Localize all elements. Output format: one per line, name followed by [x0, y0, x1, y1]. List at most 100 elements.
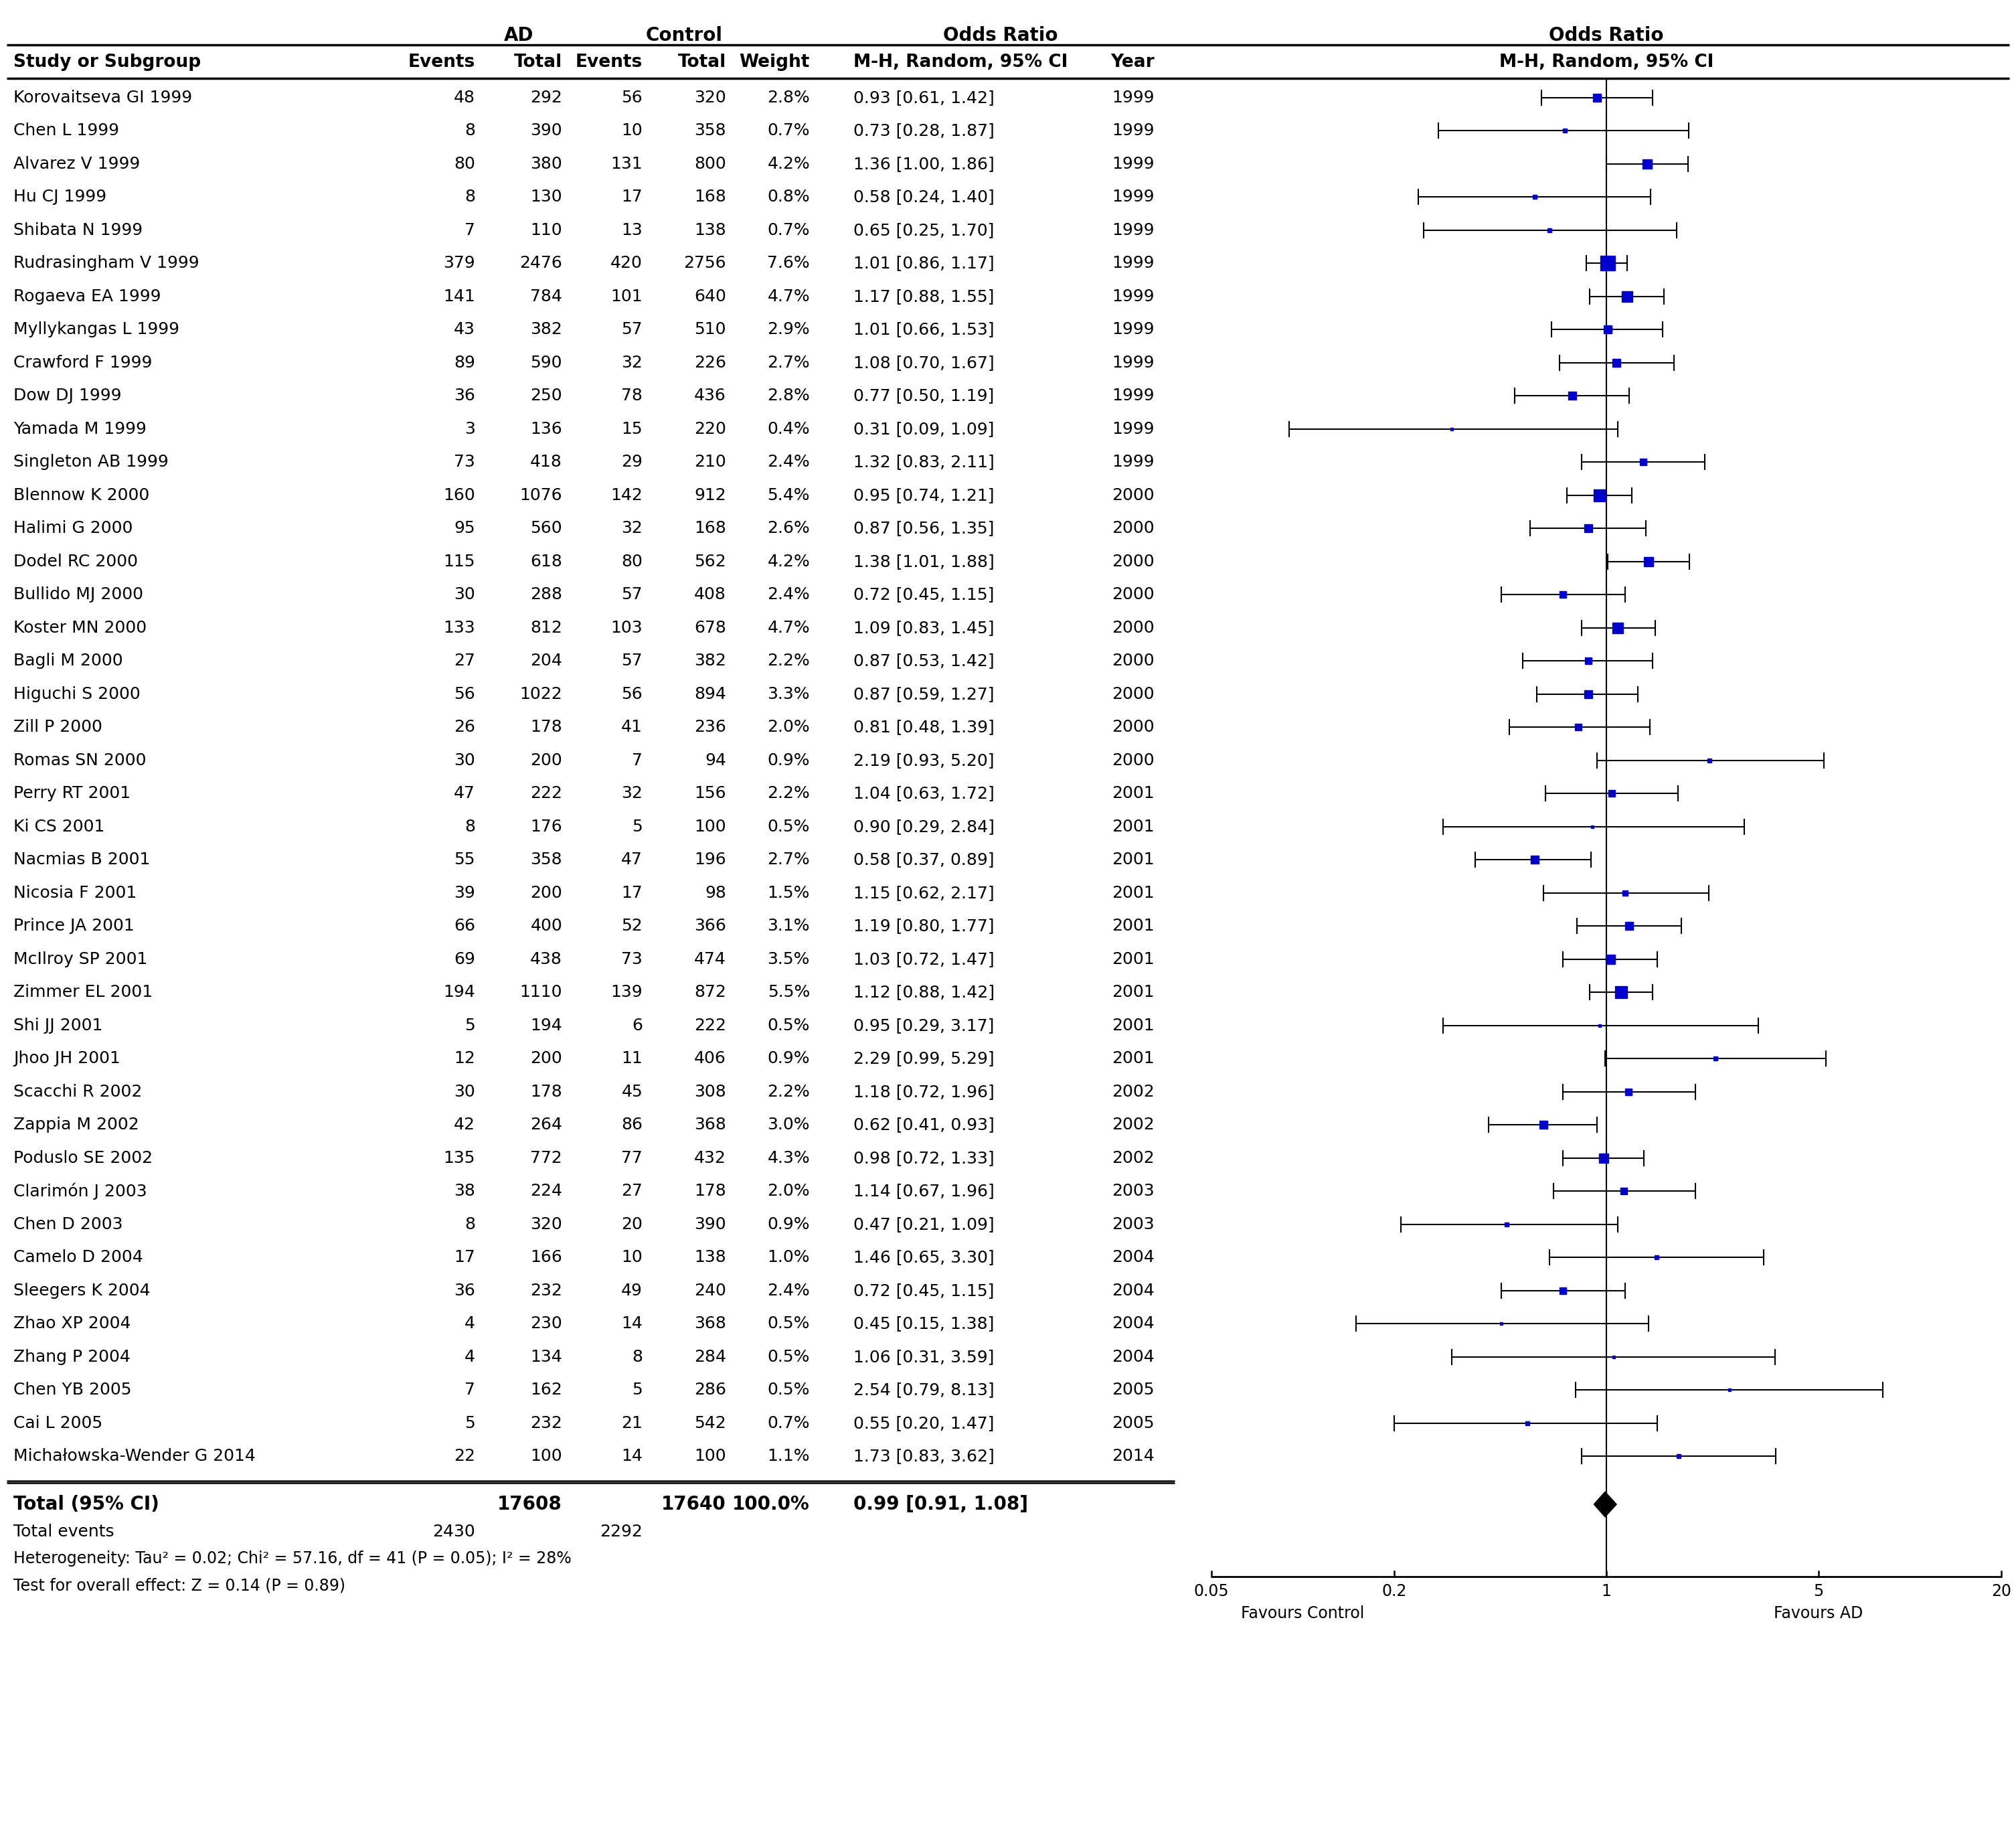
Text: 236: 236 [694, 720, 726, 734]
Text: 1.08 [0.70, 1.67]: 1.08 [0.70, 1.67] [853, 354, 994, 371]
Text: 1.03 [0.72, 1.47]: 1.03 [0.72, 1.47] [853, 952, 994, 966]
Text: 2.9%: 2.9% [768, 322, 810, 338]
Text: 2000: 2000 [1113, 753, 1155, 769]
Text: 38: 38 [454, 1184, 476, 1199]
Text: 5: 5 [631, 1381, 643, 1398]
Text: 2001: 2001 [1113, 818, 1155, 835]
Text: 1999: 1999 [1113, 90, 1155, 106]
Text: 2001: 2001 [1113, 1051, 1155, 1067]
Text: 2.7%: 2.7% [768, 851, 810, 868]
Text: 20: 20 [1992, 1584, 2012, 1600]
Text: 100: 100 [694, 1449, 726, 1463]
Text: 1.15 [0.62, 2.17]: 1.15 [0.62, 2.17] [853, 884, 994, 901]
Text: 1.36 [1.00, 1.86]: 1.36 [1.00, 1.86] [853, 155, 994, 172]
Text: 1999: 1999 [1113, 155, 1155, 172]
Text: 320: 320 [694, 90, 726, 106]
Text: 45: 45 [621, 1083, 643, 1100]
Text: 2001: 2001 [1113, 952, 1155, 966]
Text: 1999: 1999 [1113, 354, 1155, 371]
Text: 3.3%: 3.3% [768, 687, 810, 702]
Text: 1.01 [0.66, 1.53]: 1.01 [0.66, 1.53] [853, 322, 994, 338]
Text: 420: 420 [611, 256, 643, 270]
Text: 2.6%: 2.6% [768, 521, 810, 537]
Text: 2292: 2292 [601, 1524, 643, 1540]
Text: 0.65 [0.25, 1.70]: 0.65 [0.25, 1.70] [853, 223, 994, 238]
Text: 7.6%: 7.6% [768, 256, 810, 270]
Text: 139: 139 [611, 985, 643, 1001]
Text: 0.98 [0.72, 1.33]: 0.98 [0.72, 1.33] [853, 1149, 994, 1166]
Text: 57: 57 [621, 322, 643, 338]
Text: 2.4%: 2.4% [768, 586, 810, 603]
Text: Nicosia F 2001: Nicosia F 2001 [14, 884, 137, 901]
Text: 5: 5 [631, 818, 643, 835]
Text: 1.1%: 1.1% [768, 1449, 810, 1463]
Text: 0.9%: 0.9% [768, 1051, 810, 1067]
Text: 406: 406 [694, 1051, 726, 1067]
Text: Study or Subgroup: Study or Subgroup [14, 53, 202, 71]
Text: 56: 56 [454, 687, 476, 702]
Text: 292: 292 [530, 90, 562, 106]
Text: Weight: Weight [740, 53, 810, 71]
Text: 618: 618 [530, 554, 562, 570]
Text: 368: 368 [694, 1116, 726, 1133]
Text: Total (95% CI): Total (95% CI) [14, 1494, 159, 1515]
Text: 2.2%: 2.2% [768, 786, 810, 802]
Text: 2756: 2756 [683, 256, 726, 270]
Text: Total events: Total events [14, 1524, 115, 1540]
Text: Myllykangas L 1999: Myllykangas L 1999 [14, 322, 179, 338]
Text: Year: Year [1111, 53, 1155, 71]
Text: Romas SN 2000: Romas SN 2000 [14, 753, 147, 769]
Text: 286: 286 [694, 1381, 726, 1398]
Text: 39: 39 [454, 884, 476, 901]
Text: 560: 560 [530, 521, 562, 537]
Text: 0.87 [0.56, 1.35]: 0.87 [0.56, 1.35] [853, 521, 994, 537]
Text: 0.2: 0.2 [1381, 1584, 1407, 1600]
Text: 14: 14 [621, 1315, 643, 1332]
Text: 232: 232 [530, 1283, 562, 1299]
Text: 2001: 2001 [1113, 917, 1155, 934]
Text: 2005: 2005 [1113, 1416, 1155, 1431]
Text: 0.72 [0.45, 1.15]: 0.72 [0.45, 1.15] [853, 1283, 994, 1299]
Text: 194: 194 [444, 985, 476, 1001]
Text: 408: 408 [694, 586, 726, 603]
Text: M-H, Random, 95% CI: M-H, Random, 95% CI [853, 53, 1068, 71]
Text: 136: 136 [530, 420, 562, 437]
Text: Alvarez V 1999: Alvarez V 1999 [14, 155, 139, 172]
Text: 2004: 2004 [1113, 1315, 1155, 1332]
Text: 7: 7 [631, 753, 643, 769]
Text: 2014: 2014 [1113, 1449, 1155, 1463]
Text: 1999: 1999 [1113, 455, 1155, 470]
Text: 3.0%: 3.0% [768, 1116, 810, 1133]
Text: 0.4%: 0.4% [768, 420, 810, 437]
Text: 1.01 [0.86, 1.17]: 1.01 [0.86, 1.17] [853, 256, 994, 270]
Text: 30: 30 [454, 586, 476, 603]
Text: 2000: 2000 [1113, 720, 1155, 734]
Text: 2000: 2000 [1113, 687, 1155, 702]
Text: 103: 103 [611, 619, 643, 636]
Text: 98: 98 [706, 884, 726, 901]
Text: Cai L 2005: Cai L 2005 [14, 1416, 103, 1431]
Text: 1.46 [0.65, 3.30]: 1.46 [0.65, 3.30] [853, 1250, 994, 1266]
Text: Odds Ratio: Odds Ratio [943, 26, 1058, 46]
Text: 1.04 [0.63, 1.72]: 1.04 [0.63, 1.72] [853, 786, 994, 802]
Text: 894: 894 [694, 687, 726, 702]
Text: Crawford F 1999: Crawford F 1999 [14, 354, 151, 371]
Text: 2000: 2000 [1113, 619, 1155, 636]
Text: Koster MN 2000: Koster MN 2000 [14, 619, 147, 636]
Text: 133: 133 [444, 619, 476, 636]
Text: 194: 194 [530, 1018, 562, 1034]
Text: Yamada M 1999: Yamada M 1999 [14, 420, 147, 437]
Text: 101: 101 [611, 289, 643, 305]
Text: 4.7%: 4.7% [768, 619, 810, 636]
Text: 0.72 [0.45, 1.15]: 0.72 [0.45, 1.15] [853, 586, 994, 603]
Text: Korovaitseva GI 1999: Korovaitseva GI 1999 [14, 90, 192, 106]
Text: 2000: 2000 [1113, 488, 1155, 502]
Text: 0.99 [0.91, 1.08]: 0.99 [0.91, 1.08] [853, 1494, 1028, 1515]
Text: Camelo D 2004: Camelo D 2004 [14, 1250, 143, 1266]
Text: 110: 110 [530, 223, 562, 238]
Text: 2000: 2000 [1113, 521, 1155, 537]
Text: 5: 5 [1814, 1584, 1824, 1600]
Text: 8: 8 [464, 818, 476, 835]
Text: 2000: 2000 [1113, 652, 1155, 669]
Text: 2.2%: 2.2% [768, 652, 810, 669]
